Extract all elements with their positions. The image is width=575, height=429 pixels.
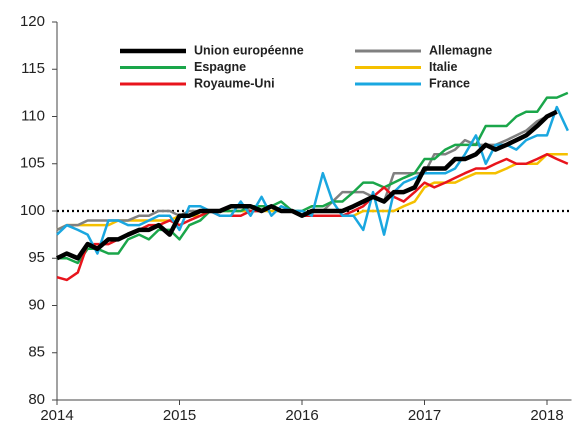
y-tick-label: 90 <box>28 296 45 313</box>
y-tick-label: 95 <box>28 249 45 266</box>
y-tick-label: 85 <box>28 344 45 361</box>
series-line <box>56 109 558 261</box>
y-tick-label: 105 <box>20 155 45 172</box>
series-line <box>57 91 569 265</box>
series-line <box>56 105 569 255</box>
x-tick-label: 2015 <box>163 407 196 424</box>
x-tick-label: 2014 <box>40 407 73 424</box>
y-tick-label: 115 <box>21 60 45 77</box>
legend-label: Union européenne <box>194 43 304 57</box>
y-tick-label: 110 <box>21 107 45 124</box>
y-tick-label: 120 <box>20 13 45 30</box>
x-tick-label: 2017 <box>408 407 441 424</box>
legend-label: Espagne <box>194 60 246 74</box>
legend-label: France <box>429 76 470 90</box>
legend-label: Royaume-Uni <box>194 76 275 90</box>
x-tick-label: 2016 <box>285 407 318 424</box>
y-tick-label: 100 <box>20 202 45 219</box>
x-tick-label: 2018 <box>530 407 563 424</box>
legend-label: Allemagne <box>429 43 492 57</box>
y-tick-label: 80 <box>28 391 45 408</box>
legend-label: Italie <box>429 60 458 74</box>
